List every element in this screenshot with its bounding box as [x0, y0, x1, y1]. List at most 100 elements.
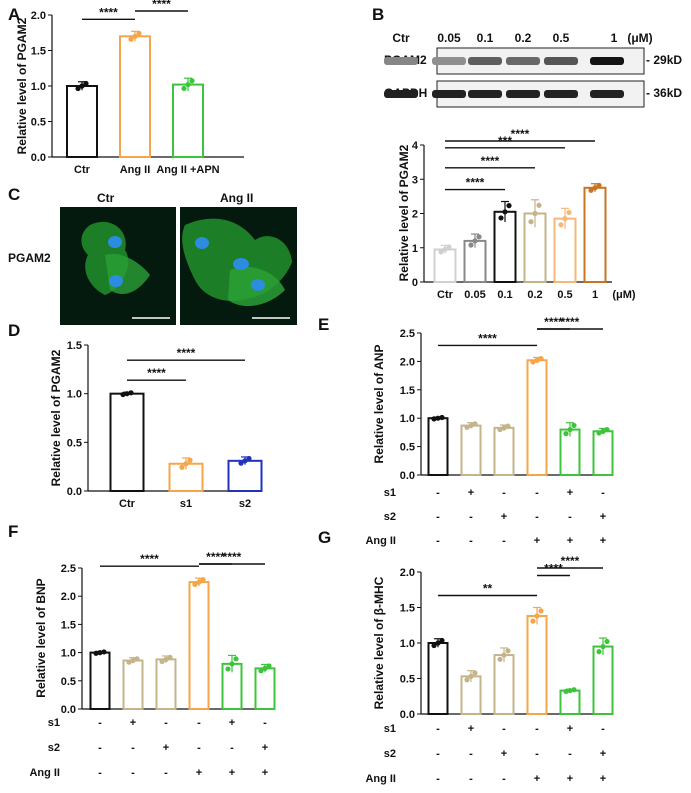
chart-g-condition-mark: - — [535, 723, 539, 735]
chart-b-data-point — [502, 209, 508, 215]
chart-f-y-tick-label: 0.0 — [61, 704, 76, 716]
blot-conc-label: 0.05 — [437, 31, 461, 45]
chart-f-data-point — [163, 656, 169, 662]
chart-a-y-tick-label: 1.5 — [31, 46, 46, 58]
panel-label-a: A — [8, 5, 20, 24]
chart-g-y-tick-label: 0.0 — [400, 709, 415, 721]
blot-band-gapdh — [384, 90, 418, 98]
chart-g-condition-mark: - — [436, 748, 440, 760]
chart-g-condition-mark: - — [469, 773, 473, 785]
chart-b-x-unit-label: (μM) — [612, 289, 636, 301]
immunofluorescence-images: Ctr Ang II PGAM2 — [8, 191, 297, 325]
chart-f-data-point — [167, 654, 173, 660]
chart-e-y-tick-label: 0.5 — [400, 442, 415, 454]
blot-band-pgam2 — [432, 57, 466, 65]
chart-f: 0.0 0.5 1.0 1.5 2.0 2.5 Relative level of BNP s… — [29, 550, 276, 779]
chart-e-condition-mark: - — [568, 511, 572, 523]
chart-a-x-tick-label: Ang II — [120, 164, 151, 176]
chart-f-data-point — [266, 663, 272, 669]
chart-f-data-point — [134, 656, 140, 662]
chart-d-x-tick-label: s1 — [180, 498, 192, 510]
chart-e-bar — [592, 430, 614, 477]
chart-g-data-point — [468, 673, 474, 679]
chart-g-condition-mark: + — [534, 773, 540, 785]
chart-b-sig-label: **** — [466, 176, 485, 190]
panel-label-g: G — [318, 528, 331, 547]
chart-e-condition-mark: - — [436, 535, 440, 547]
chart-g-y-label: Relative level of β-MHC — [372, 576, 386, 709]
chart-f-condition-mark: - — [131, 742, 135, 754]
chart-f-condition-mark: - — [164, 717, 168, 729]
chart-g-condition-mark: - — [601, 723, 605, 735]
chart-a-sig-label: **** — [99, 5, 118, 19]
chart-f-data-point — [200, 577, 206, 583]
chart-g-data-point — [563, 688, 569, 695]
chart-b-data-point — [472, 238, 478, 244]
chart-f-condition-mark: - — [98, 767, 102, 779]
chart-e-data-point — [439, 414, 445, 421]
blot-conc-label: 1 — [611, 31, 618, 45]
chart-b-data-point — [528, 219, 534, 225]
chart-d-x-tick-label: Ctr — [119, 498, 136, 510]
chart-e-condition-mark: + — [501, 511, 507, 523]
chart-f-condition-mark: + — [163, 742, 169, 754]
chart-g-condition-mark: + — [600, 748, 606, 760]
chart-b-data-point — [506, 203, 512, 209]
blot-band-pgam2 — [506, 57, 540, 65]
chart-b-data-point — [468, 242, 474, 248]
chart-b-x-tick-label: 0.2 — [527, 289, 542, 301]
chart-f-data-point — [101, 649, 107, 655]
chart-e-condition-label: s2 — [384, 511, 396, 523]
chart-g-data-point — [497, 656, 503, 662]
chart-f-data-point — [93, 650, 99, 656]
chart-d-y-tick-label: 1.5 — [67, 340, 82, 352]
chart-b-x-tick-label: Ctr — [437, 289, 454, 301]
chart-a-sig-label: **** — [152, 0, 171, 11]
chart-e-y-tick-label: 0.0 — [400, 470, 415, 482]
chart-f-condition-mark: - — [197, 742, 201, 754]
chart-f-condition-mark: - — [98, 742, 102, 754]
chart-a-bar — [119, 35, 151, 158]
chart-e-condition-mark: - — [469, 535, 473, 547]
chart-b-y-tick-label: 4 — [412, 140, 419, 152]
chart-g-y-tick-label: 1.0 — [400, 638, 415, 650]
chart-g-data-point — [505, 648, 511, 654]
chart-b-data-point — [446, 244, 452, 250]
chart-b-x-tick-label: 0.05 — [464, 289, 485, 301]
chart-g-data-point — [439, 637, 445, 644]
chart-b-data-point — [562, 216, 568, 222]
chart-a-data-point — [181, 85, 187, 92]
chart-d-sig-label: **** — [177, 346, 196, 360]
chart-g-data-point — [472, 670, 478, 676]
image-title-angii: Ang II — [220, 191, 253, 205]
chart-e-data-point — [464, 424, 470, 430]
chart-g-data-point — [431, 642, 437, 649]
chart-e-condition-mark: - — [535, 487, 539, 499]
chart-b-data-point — [566, 209, 572, 216]
chart-f-data-point — [225, 666, 231, 672]
chart-f-condition-mark: - — [164, 767, 168, 779]
chart-f-data-point — [97, 650, 103, 656]
chart-e-y-tick-label: 2.5 — [400, 328, 415, 340]
chart-e-data-point — [596, 430, 602, 436]
blot-band-pgam2 — [590, 57, 624, 65]
blot-band-pgam2 — [384, 57, 418, 65]
chart-d-bar — [227, 459, 263, 492]
chart-b-data-point — [596, 182, 602, 188]
chart-a-y-tick-label: 0.0 — [31, 152, 46, 164]
chart-f-data-point — [196, 579, 202, 585]
chart-e-y-tick-label: 2.0 — [400, 356, 415, 368]
blot-band-gapdh — [506, 90, 540, 98]
chart-d-sig-label: **** — [147, 366, 166, 380]
chart-g-data-point — [501, 652, 507, 658]
chart-g-condition-mark: - — [535, 748, 539, 760]
chart-e: 0.0 0.5 1.0 1.5 2.0 2.5 Relative level of ANP s… — [365, 315, 614, 547]
panel-label-f: F — [8, 522, 18, 541]
chart-e-bar — [460, 424, 482, 477]
chart-f-bar — [254, 667, 276, 711]
chart-e-condition-mark: - — [436, 511, 440, 523]
chart-e-data-point — [530, 359, 536, 365]
chart-d-data-point — [242, 458, 248, 464]
